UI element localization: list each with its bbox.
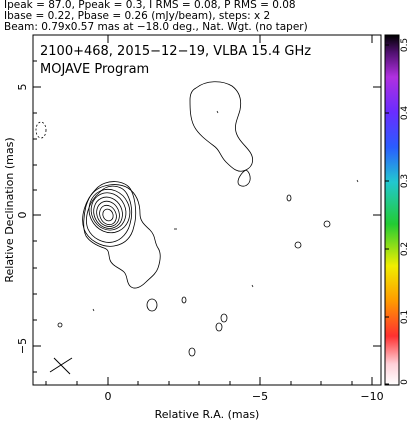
x-tick-1: −5 — [252, 390, 268, 403]
image-header: Ipeak = 87.0, Ppeak = 0.3, I RMS = 0.08,… — [4, 0, 409, 33]
northern-lobe-contour — [189, 81, 254, 172]
core-contour-7 — [86, 185, 133, 243]
blob-8 — [323, 220, 331, 228]
colorbar-tick-02: 0.2 — [400, 242, 409, 256]
y-tick-0: 5 — [16, 84, 29, 91]
colorbar-tick-04: 0.4 — [400, 106, 409, 121]
x-tick-0: 0 — [105, 390, 112, 403]
contour-map — [35, 81, 359, 357]
map-title: 2100+468, 2015−12−19, VLBA 15.4 GHz — [40, 44, 311, 59]
colorbar-tick-01: 0.1 — [400, 310, 409, 324]
x-tick-2: −10 — [360, 390, 383, 403]
speck-5 — [92, 308, 95, 312]
core-contour-5 — [90, 192, 127, 231]
map-subtitle: MOJAVE Program — [40, 62, 149, 77]
core-contour-2 — [99, 204, 117, 226]
speck-4 — [216, 110, 219, 114]
beam-cross — [49, 357, 73, 375]
colorbar-tick-05: 0.5 — [400, 38, 409, 52]
blob-1 — [146, 298, 158, 312]
lobe-tail-contour — [237, 169, 251, 187]
jet-outer-contour — [83, 184, 161, 289]
blob-3 — [220, 313, 228, 323]
x-axis-ticks — [45, 35, 373, 385]
speck-2 — [251, 284, 254, 288]
core-contour-3 — [96, 200, 120, 227]
blob-2 — [181, 296, 187, 304]
blob-6 — [286, 194, 292, 202]
colorbar-tick-0: 0 — [400, 379, 409, 385]
y-tick-1: 0 — [16, 212, 29, 219]
core-contour-4 — [93, 196, 123, 229]
y-axis-ticks — [33, 60, 381, 373]
blob-9 — [57, 322, 63, 328]
plot-frame — [32, 34, 382, 386]
speck-3 — [356, 179, 359, 183]
core-contour-6 — [88, 188, 131, 234]
colorbar — [384, 34, 400, 386]
colorbar-ticks — [385, 44, 389, 385]
blob-4 — [215, 322, 223, 332]
core-contour-8 — [82, 181, 137, 247]
blob-7 — [294, 241, 302, 249]
blob-5 — [188, 347, 196, 357]
header-line-peak: Ipeak = 87.0, Ppeak = 0.3, I RMS = 0.08,… — [4, 0, 296, 11]
colorbar-tick-03: 0.3 — [400, 174, 409, 188]
y-axis-label: Relative Declination (mas) — [3, 137, 16, 282]
negative-contour — [35, 121, 47, 139]
header-line-base: Ibase = 0.22, Pbase = 0.26 (mJy/beam), s… — [4, 10, 271, 22]
x-axis-label: Relative R.A. (mas) — [155, 408, 260, 421]
y-tick-2: −5 — [16, 338, 29, 354]
core-contour-1 — [102, 208, 114, 222]
header-line-beam: Beam: 0.79x0.57 mas at −18.0 deg., Nat. … — [4, 21, 308, 33]
